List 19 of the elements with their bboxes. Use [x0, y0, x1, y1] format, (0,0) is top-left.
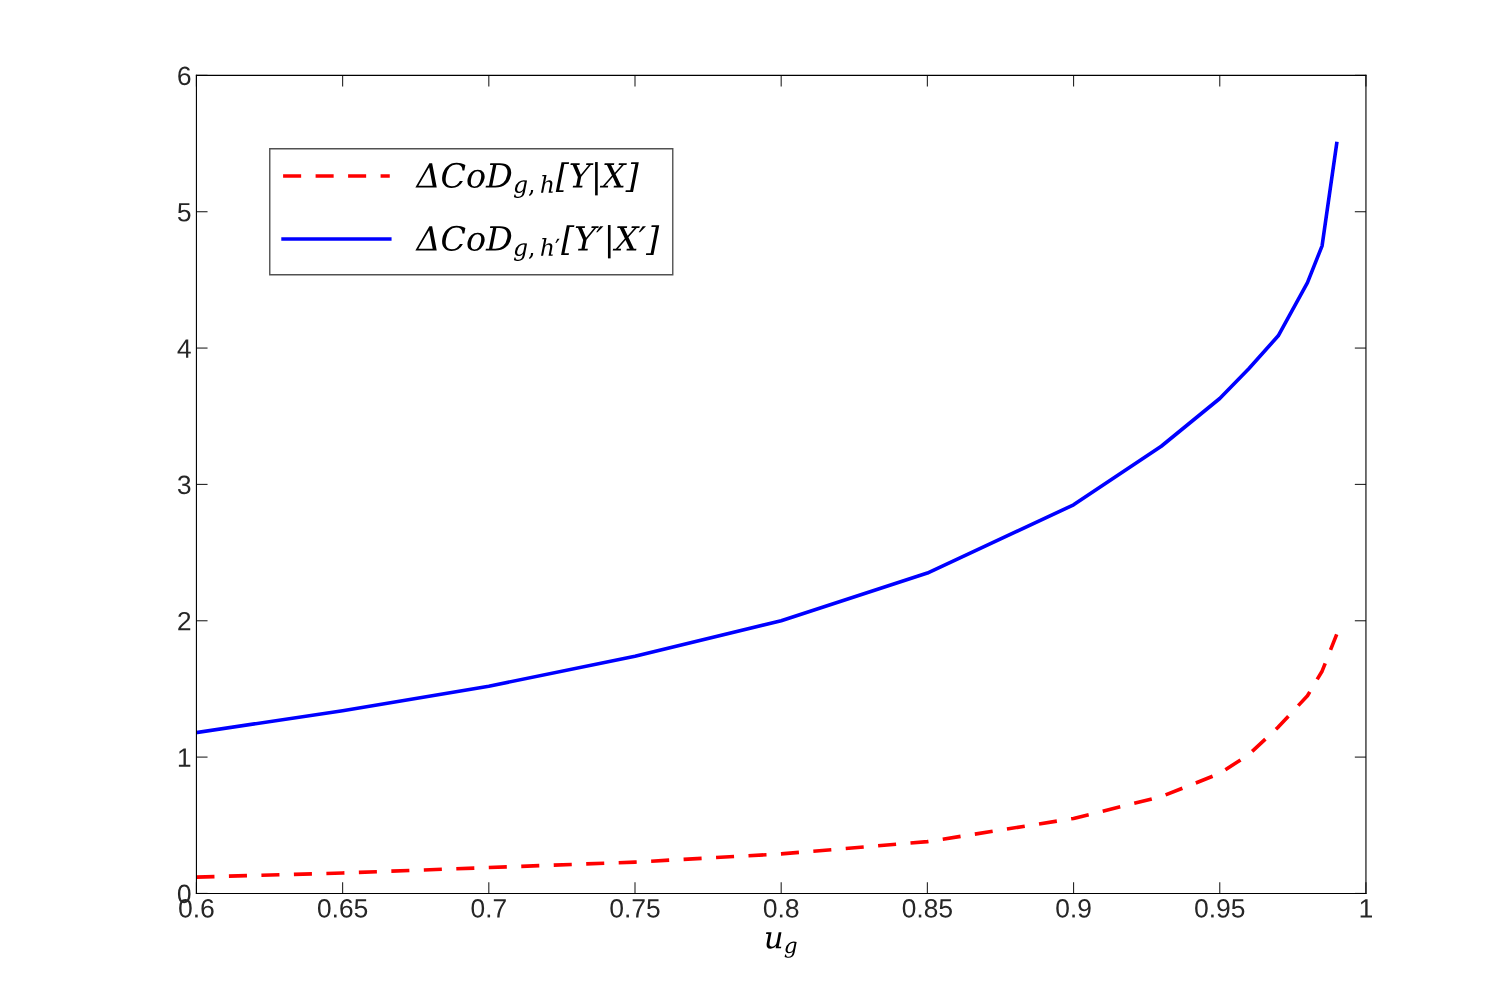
legend-label: ΔCoD$_{g,h′}$[Y′|X′]: [415, 225, 660, 261]
x-tick-label: 0.7: [471, 899, 506, 918]
x-axis-title: u$_{g}$: [766, 932, 797, 958]
line-series: [196, 141, 1339, 735]
x-tick-label: 0.75: [610, 899, 660, 918]
x-tick-label: 0.9: [1056, 899, 1091, 918]
y-tick-label: 6: [178, 66, 191, 86]
y-tick-label: 1: [178, 748, 191, 767]
x-tick-label: 0.8: [763, 899, 799, 918]
line-series: [196, 632, 1339, 879]
y-tick-label: 5: [177, 203, 191, 222]
x-tick-label: 0.85: [902, 899, 952, 918]
x-tick-label: 1: [1360, 899, 1372, 918]
y-tick-label: 4: [177, 339, 191, 358]
y-tick-label: 3: [177, 475, 191, 495]
x-tick-label: 0.95: [1195, 899, 1245, 918]
y-tick-label: 2: [178, 611, 191, 631]
legend-label: ΔCoD$_{g,h}$[Y|X]: [415, 162, 639, 198]
x-tick-label: 0.65: [317, 899, 368, 918]
